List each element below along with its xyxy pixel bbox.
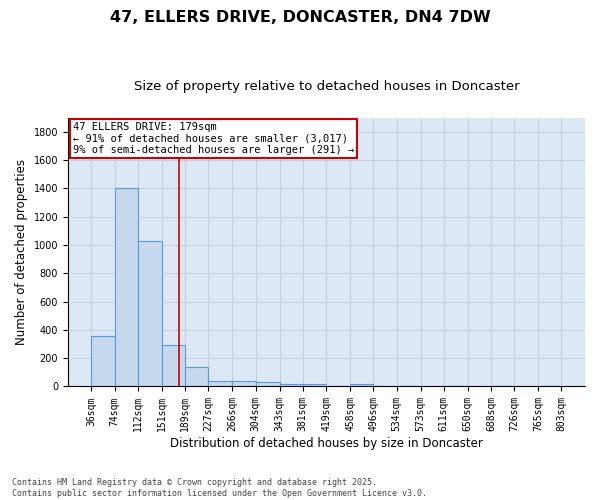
Text: 47 ELLERS DRIVE: 179sqm
← 91% of detached houses are smaller (3,017)
9% of semi-: 47 ELLERS DRIVE: 179sqm ← 91% of detache… [73, 122, 355, 155]
Bar [256, 382, 280, 386]
X-axis label: Distribution of detached houses by size in Doncaster: Distribution of detached houses by size … [170, 437, 483, 450]
Bar [280, 384, 303, 386]
Text: Contains HM Land Registry data © Crown copyright and database right 2025.
Contai: Contains HM Land Registry data © Crown c… [12, 478, 427, 498]
Bar [303, 384, 326, 386]
Bar [138, 241, 162, 386]
Bar [232, 381, 256, 386]
Bar [162, 346, 185, 387]
Bar [208, 380, 232, 386]
Bar [185, 366, 208, 386]
Bar [350, 384, 373, 386]
Y-axis label: Number of detached properties: Number of detached properties [15, 159, 28, 345]
Text: 47, ELLERS DRIVE, DONCASTER, DN4 7DW: 47, ELLERS DRIVE, DONCASTER, DN4 7DW [110, 10, 490, 25]
Title: Size of property relative to detached houses in Doncaster: Size of property relative to detached ho… [134, 80, 519, 93]
Bar [91, 336, 115, 386]
Bar [115, 188, 138, 386]
